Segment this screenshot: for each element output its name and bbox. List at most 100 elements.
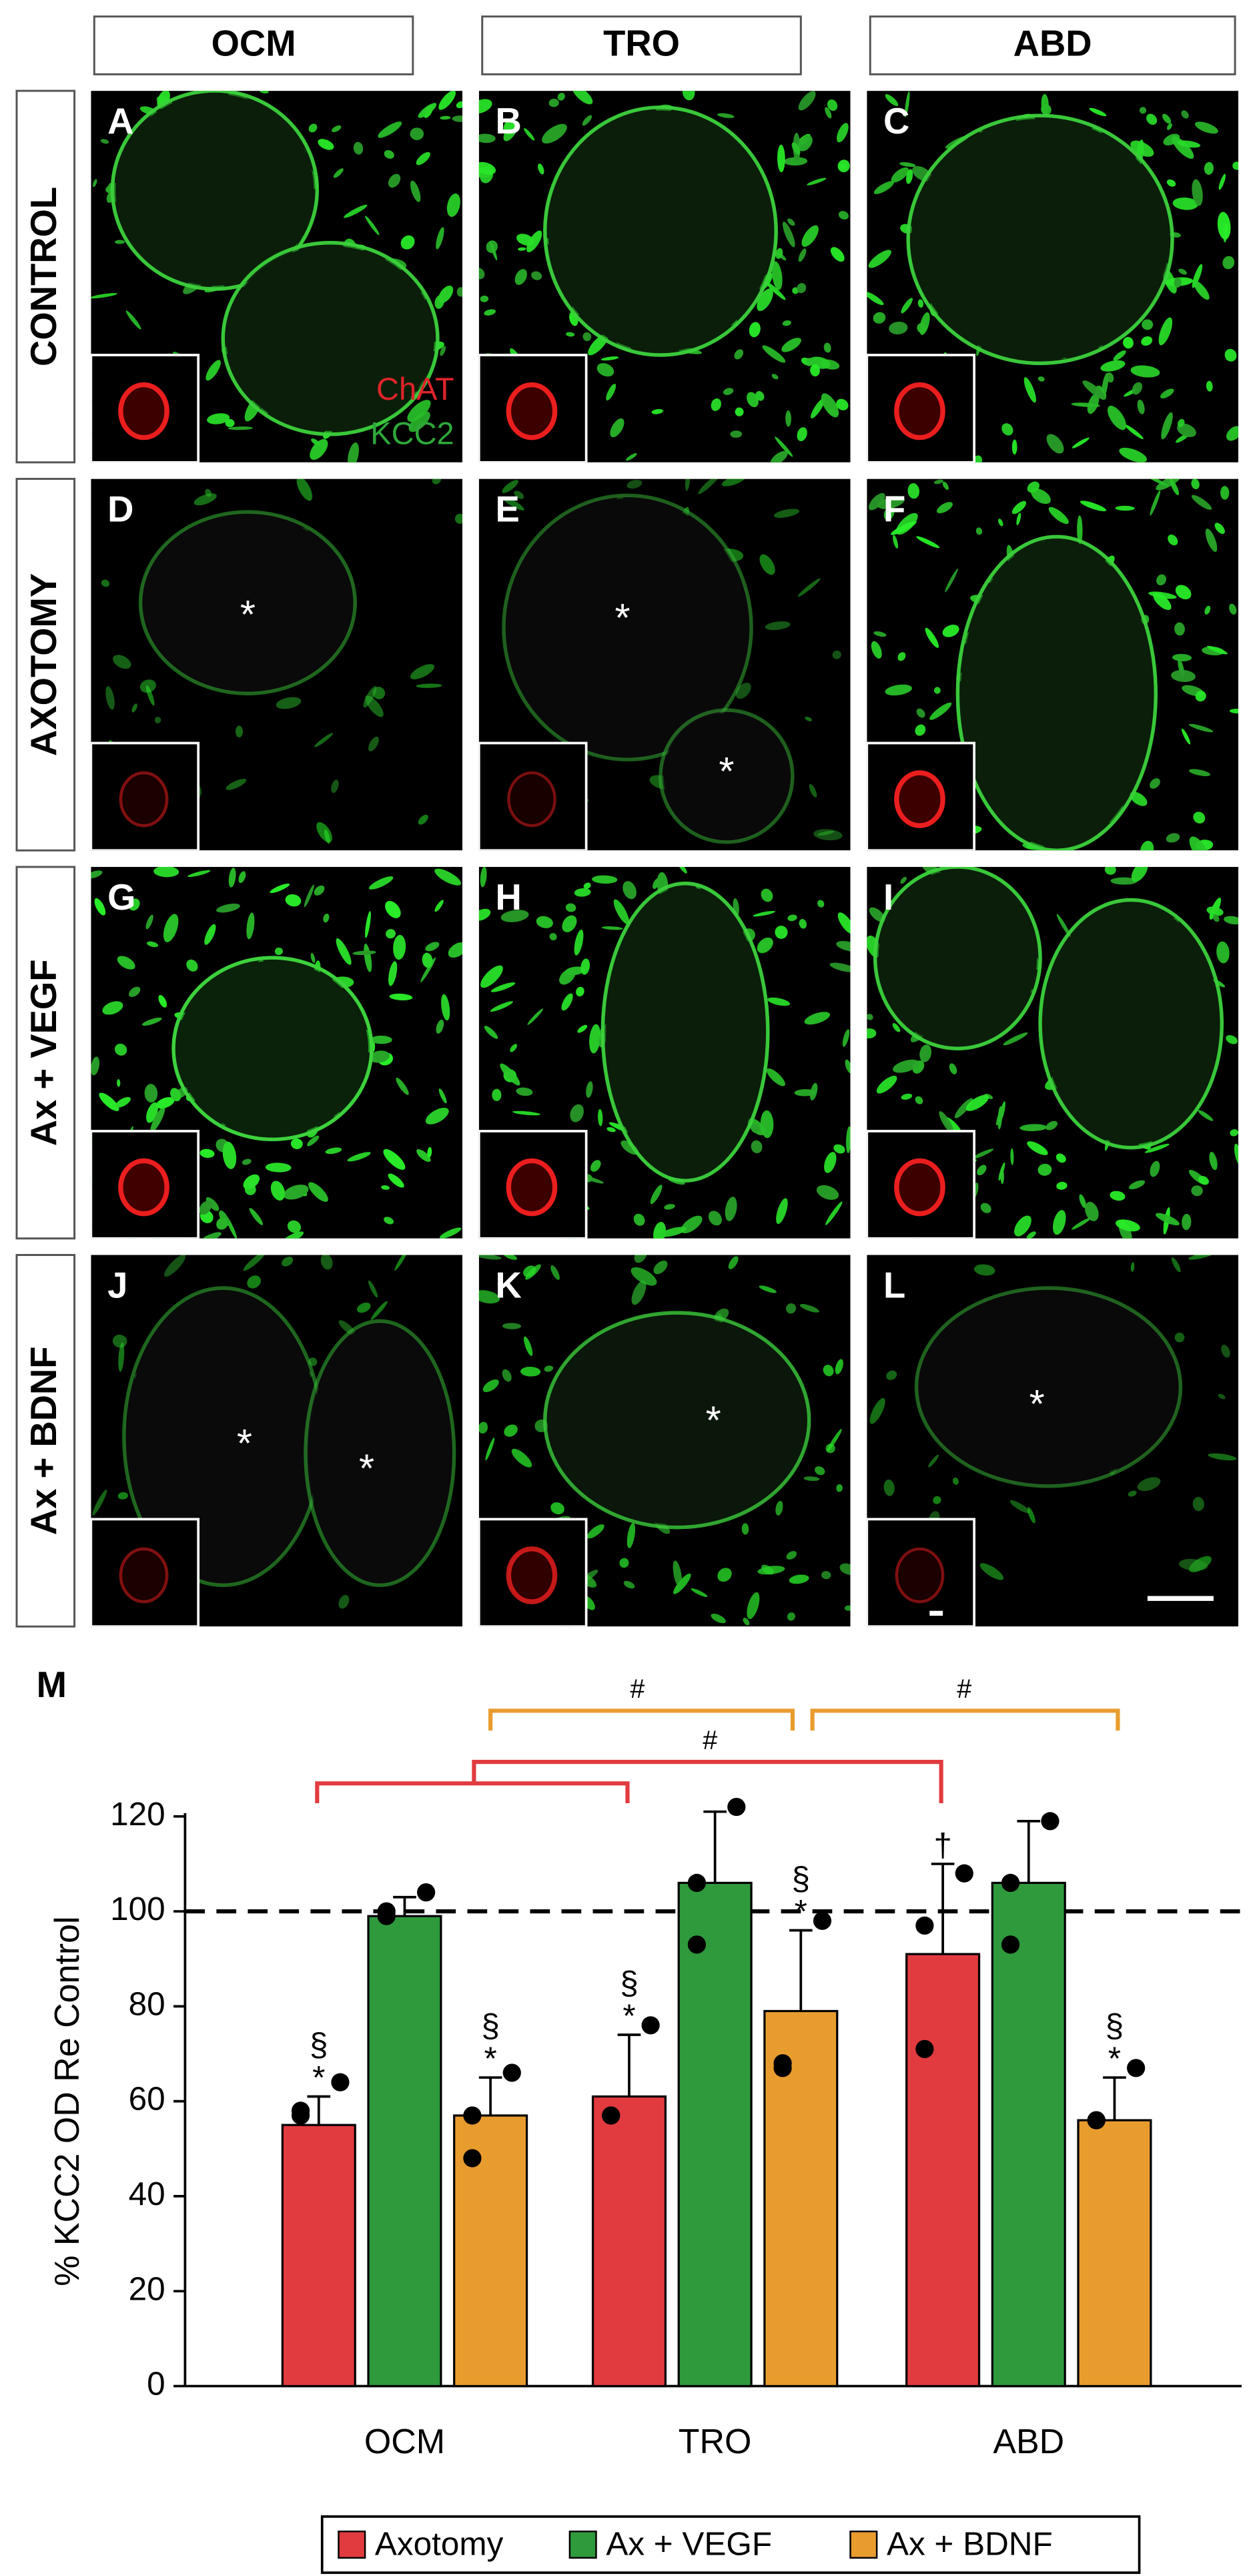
fluorescence-blob bbox=[1158, 317, 1173, 346]
fluorescence-blob bbox=[548, 98, 559, 107]
fluorescence-blob bbox=[653, 1260, 668, 1275]
fluorescence-blob bbox=[91, 293, 117, 299]
fluorescence-blob bbox=[1226, 426, 1239, 441]
row-header-box bbox=[15, 89, 76, 464]
fluorescence-blob bbox=[304, 884, 314, 908]
fluorescence-blob bbox=[378, 121, 402, 138]
fluorescence-blob bbox=[1222, 256, 1235, 270]
fluorescence-blob bbox=[276, 697, 302, 709]
fluorescence-blob bbox=[1216, 941, 1230, 964]
fluorescence-blob bbox=[517, 247, 526, 251]
fluorescence-blob bbox=[249, 1208, 264, 1225]
fluorescence-blob bbox=[979, 1563, 1004, 1580]
significance-mark: * bbox=[312, 2059, 325, 2096]
fluorescence-blob bbox=[454, 513, 463, 524]
error-bar bbox=[703, 1810, 727, 1883]
fluorescence-blob bbox=[308, 1182, 328, 1202]
fluorescence-blob bbox=[610, 418, 624, 438]
bar bbox=[591, 2095, 667, 2388]
asterisk: * bbox=[719, 749, 734, 793]
micrograph bbox=[867, 867, 1239, 1239]
fluorescence-blob bbox=[1174, 1332, 1185, 1343]
fluorescence-blob bbox=[369, 1050, 390, 1063]
data-point bbox=[1001, 1873, 1020, 1892]
fluorescence-blob bbox=[1177, 140, 1201, 148]
fluorescence-blob bbox=[247, 1275, 261, 1289]
fluorescence-blob bbox=[787, 1612, 795, 1621]
row-header: AXOTOMY bbox=[23, 573, 64, 756]
legend-swatch bbox=[338, 2530, 366, 2559]
fluorescence-blob bbox=[1130, 365, 1160, 378]
fluorescence-blob bbox=[813, 829, 843, 841]
fluorescence-blob bbox=[762, 345, 786, 363]
fluorescence-blob bbox=[816, 1185, 839, 1200]
data-point bbox=[502, 2063, 521, 2082]
inset-cell bbox=[506, 1158, 558, 1217]
fluorescence-blob bbox=[368, 1280, 378, 1298]
fluorescence-blob bbox=[735, 682, 751, 699]
fluorescence-blob bbox=[974, 1264, 995, 1276]
fluorescence-blob bbox=[1205, 529, 1218, 553]
asterisk: * bbox=[706, 1398, 721, 1443]
fluorescence-blob bbox=[500, 1063, 520, 1086]
inset-cell bbox=[506, 1546, 558, 1604]
fluorescence-blob bbox=[1046, 434, 1064, 454]
micrograph bbox=[478, 867, 851, 1239]
fluorescence-blob bbox=[448, 942, 463, 958]
error-bar bbox=[789, 1929, 813, 2011]
fluorescence-blob bbox=[965, 1094, 989, 1111]
fluorescence-blob bbox=[502, 1323, 522, 1329]
fluorescence-blob bbox=[425, 942, 440, 952]
fluorescence-blob bbox=[626, 453, 637, 461]
row-header-box bbox=[15, 1254, 76, 1628]
fluorescence-blob bbox=[216, 904, 240, 913]
fluorescence-blob bbox=[92, 179, 97, 188]
fluorescence-blob bbox=[1079, 1194, 1086, 1209]
fluorescence-blob bbox=[747, 1592, 760, 1620]
fluorescence-blob bbox=[566, 332, 575, 337]
panel-letter: H bbox=[496, 877, 522, 918]
fluorescence-blob bbox=[600, 356, 619, 361]
column-header: OCM bbox=[212, 23, 296, 64]
significance-mark: § bbox=[310, 2026, 328, 2063]
fluorescence-blob bbox=[410, 127, 424, 140]
data-point bbox=[1041, 1812, 1060, 1831]
fluorescence-blob bbox=[867, 1028, 877, 1039]
panel-letter: M bbox=[37, 1664, 67, 1705]
error-bar bbox=[1103, 2076, 1126, 2121]
fluorescence-blob bbox=[598, 1108, 603, 1126]
fluorescence-blob bbox=[1082, 380, 1106, 400]
micrograph bbox=[91, 91, 463, 462]
legend-swatch bbox=[849, 2530, 878, 2559]
fluorescence-blob bbox=[205, 360, 221, 381]
fluorescence-blob bbox=[538, 164, 544, 175]
fluorescence-blob bbox=[1156, 574, 1166, 586]
fluorescence-blob bbox=[438, 91, 456, 110]
column-header-box bbox=[93, 15, 414, 75]
significance-mark: § bbox=[792, 1860, 811, 1897]
row-header: Ax + BDNF bbox=[23, 1347, 64, 1536]
fluorescence-blob bbox=[798, 91, 816, 111]
fluorescence-blob bbox=[833, 1144, 845, 1154]
fluorescence-blob bbox=[832, 650, 841, 659]
fluorescence-blob bbox=[775, 436, 793, 457]
fluorescence-blob bbox=[344, 204, 368, 218]
fluorescence-blob bbox=[811, 398, 825, 418]
fluorescence-blob bbox=[283, 1185, 309, 1200]
fluorescence-blob bbox=[410, 664, 435, 679]
significance-mark: * bbox=[1108, 2040, 1121, 2077]
fluorescence-blob bbox=[651, 408, 663, 414]
inset bbox=[478, 741, 588, 851]
fluorescence-blob bbox=[1182, 728, 1191, 745]
fluorescence-blob bbox=[815, 1466, 825, 1476]
fluorescence-blob bbox=[318, 139, 334, 150]
fluorescence-blob bbox=[128, 898, 140, 911]
fluorescence-blob bbox=[797, 283, 807, 294]
fluorescence-blob bbox=[296, 478, 313, 501]
column-header-box bbox=[481, 15, 802, 75]
fluorescence-blob bbox=[786, 1303, 797, 1314]
fluorescence-blob bbox=[619, 1558, 629, 1568]
fluorescence-blob bbox=[1191, 1185, 1203, 1197]
fluorescence-blob bbox=[942, 625, 959, 637]
data-point bbox=[463, 2106, 482, 2125]
